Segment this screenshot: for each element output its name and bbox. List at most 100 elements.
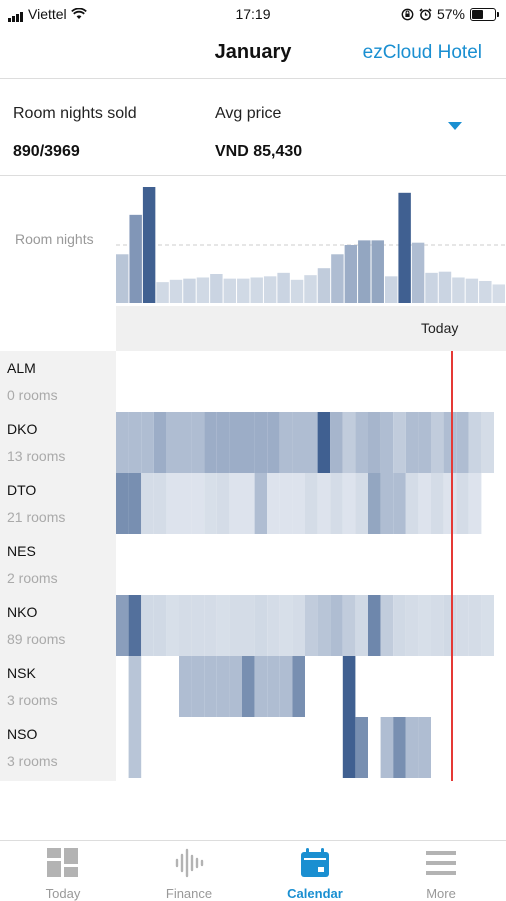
- occupancy-cell[interactable]: [342, 656, 356, 717]
- today-label[interactable]: Today: [421, 320, 459, 336]
- occupancy-cell[interactable]: [242, 595, 255, 656]
- chart-bar[interactable]: [263, 276, 277, 303]
- occupancy-cell[interactable]: [418, 595, 431, 656]
- room-type-code[interactable]: NES: [7, 543, 36, 559]
- occupancy-cell[interactable]: [468, 595, 482, 656]
- occupancy-cell[interactable]: [204, 595, 217, 656]
- occupancy-cell[interactable]: [456, 412, 469, 473]
- occupancy-cell[interactable]: [380, 717, 394, 778]
- occupancy-cell[interactable]: [393, 473, 406, 534]
- occupancy-cell[interactable]: [330, 412, 343, 473]
- chart-bar[interactable]: [465, 278, 479, 303]
- room-type-code[interactable]: NSO: [7, 726, 38, 742]
- occupancy-cell[interactable]: [204, 473, 217, 534]
- occupancy-cell[interactable]: [405, 717, 419, 778]
- chart-bar[interactable]: [142, 187, 156, 303]
- occupancy-cell[interactable]: [355, 412, 368, 473]
- occupancy-cell[interactable]: [380, 412, 394, 473]
- occupancy-cell[interactable]: [305, 412, 318, 473]
- occupancy-cell[interactable]: [242, 656, 255, 717]
- occupancy-cell[interactable]: [443, 473, 457, 534]
- occupancy-cell[interactable]: [468, 412, 482, 473]
- occupancy-cell[interactable]: [204, 656, 217, 717]
- chart-bar[interactable]: [492, 284, 505, 303]
- occupancy-cell[interactable]: [342, 473, 356, 534]
- occupancy-cell[interactable]: [317, 595, 331, 656]
- occupancy-cell[interactable]: [342, 717, 356, 778]
- occupancy-cell[interactable]: [179, 656, 192, 717]
- chart-bar[interactable]: [237, 278, 250, 303]
- occupancy-cell[interactable]: [279, 473, 293, 534]
- occupancy-cell[interactable]: [279, 656, 293, 717]
- occupancy-cell[interactable]: [153, 412, 167, 473]
- dropdown-caret-icon[interactable]: [448, 122, 462, 130]
- occupancy-cell[interactable]: [141, 595, 154, 656]
- occupancy-cell[interactable]: [443, 595, 457, 656]
- occupancy-cell[interactable]: [342, 595, 356, 656]
- occupancy-cell[interactable]: [128, 656, 142, 717]
- occupancy-cell[interactable]: [191, 656, 205, 717]
- occupancy-cell[interactable]: [405, 595, 419, 656]
- occupancy-cell[interactable]: [368, 473, 381, 534]
- occupancy-cell[interactable]: [431, 473, 444, 534]
- occupancy-cell[interactable]: [128, 717, 142, 778]
- room-type-code[interactable]: DKO: [7, 421, 38, 437]
- hotel-name-link[interactable]: ezCloud Hotel: [362, 42, 482, 63]
- chart-bar[interactable]: [277, 272, 290, 303]
- occupancy-cell[interactable]: [380, 595, 394, 656]
- chart-bar[interactable]: [331, 254, 344, 303]
- chart-bar[interactable]: [425, 272, 438, 303]
- occupancy-cell[interactable]: [191, 595, 205, 656]
- occupancy-cell[interactable]: [179, 473, 192, 534]
- occupancy-cell[interactable]: [431, 412, 444, 473]
- occupancy-cell[interactable]: [141, 473, 154, 534]
- chart-bar[interactable]: [223, 278, 237, 303]
- occupancy-cell[interactable]: [279, 595, 293, 656]
- occupancy-cell[interactable]: [166, 412, 179, 473]
- occupancy-cell[interactable]: [116, 473, 129, 534]
- chart-bar[interactable]: [384, 276, 398, 303]
- room-type-code[interactable]: NKO: [7, 604, 38, 620]
- chart-bar[interactable]: [317, 268, 331, 303]
- tab-finance[interactable]: Finance: [126, 847, 252, 901]
- chart-bar[interactable]: [169, 279, 183, 303]
- occupancy-cell[interactable]: [368, 595, 381, 656]
- occupancy-cell[interactable]: [279, 412, 293, 473]
- chart-bar[interactable]: [371, 240, 384, 303]
- occupancy-cell[interactable]: [292, 595, 305, 656]
- occupancy-cell[interactable]: [153, 473, 167, 534]
- occupancy-cell[interactable]: [330, 595, 343, 656]
- occupancy-cell[interactable]: [292, 656, 305, 717]
- chart-bar[interactable]: [344, 245, 358, 303]
- occupancy-cell[interactable]: [216, 473, 230, 534]
- occupancy-cell[interactable]: [242, 473, 255, 534]
- chart-bar[interactable]: [479, 280, 492, 303]
- room-type-code[interactable]: ALM: [7, 360, 36, 376]
- chart-bar[interactable]: [196, 277, 210, 303]
- occupancy-cell[interactable]: [128, 595, 142, 656]
- occupancy-cell[interactable]: [267, 473, 280, 534]
- occupancy-cell[interactable]: [393, 717, 406, 778]
- occupancy-cell[interactable]: [267, 412, 280, 473]
- chart-bar[interactable]: [358, 240, 371, 303]
- occupancy-cell[interactable]: [305, 473, 318, 534]
- occupancy-cell[interactable]: [116, 412, 129, 473]
- occupancy-cell[interactable]: [229, 656, 242, 717]
- occupancy-cell[interactable]: [267, 656, 280, 717]
- occupancy-cell[interactable]: [216, 595, 230, 656]
- occupancy-cell[interactable]: [418, 473, 431, 534]
- chart-bar[interactable]: [290, 279, 304, 303]
- occupancy-cell[interactable]: [342, 412, 356, 473]
- occupancy-cell[interactable]: [254, 473, 268, 534]
- occupancy-cell[interactable]: [405, 473, 419, 534]
- page-title[interactable]: January: [214, 41, 292, 63]
- tab-more[interactable]: More: [378, 847, 504, 901]
- occupancy-cell[interactable]: [368, 412, 381, 473]
- occupancy-cell[interactable]: [456, 595, 469, 656]
- room-type-code[interactable]: NSK: [7, 665, 36, 681]
- occupancy-cell[interactable]: [191, 412, 205, 473]
- occupancy-cell[interactable]: [405, 412, 419, 473]
- chart-bar[interactable]: [210, 274, 223, 303]
- occupancy-cell[interactable]: [179, 412, 192, 473]
- occupancy-cell[interactable]: [418, 412, 431, 473]
